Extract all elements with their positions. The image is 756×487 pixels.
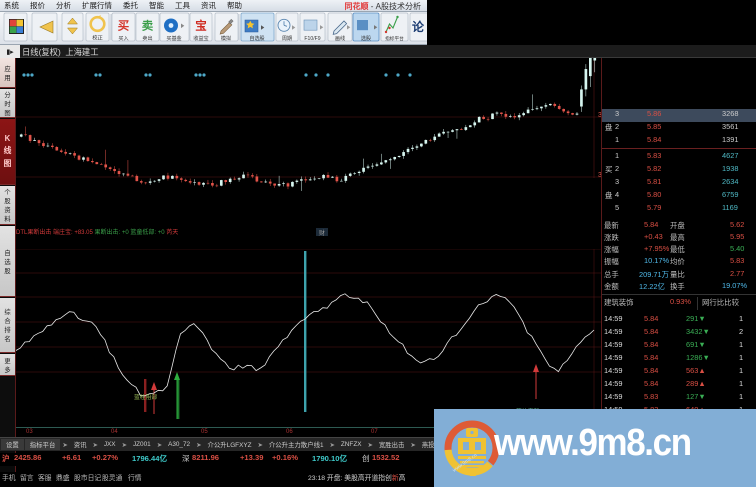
svg-text:宝: 宝 — [195, 19, 207, 33]
svg-text:买基金: 买基金 — [166, 35, 181, 42]
svg-text:论: 论 — [412, 19, 425, 34]
svg-text:周期: 周期 — [282, 36, 292, 42]
svg-text:校正: 校正 — [92, 34, 103, 42]
svg-text:选股: 选股 — [361, 35, 371, 42]
svg-text:指标平台: 指标平台 — [385, 35, 404, 42]
svg-text:卖: 卖 — [142, 19, 154, 33]
svg-text:卖出: 卖出 — [142, 35, 152, 42]
svg-text:买: 买 — [118, 20, 130, 33]
svg-text:收益宝: 收益宝 — [193, 35, 208, 42]
svg-text:画线: 画线 — [335, 35, 345, 42]
svg-text:买入: 买入 — [118, 35, 128, 42]
svg-text:自选股: 自选股 — [249, 35, 264, 42]
svg-text:模拟: 模拟 — [221, 35, 231, 42]
svg-text:F10/F9: F10/F9 — [304, 36, 320, 42]
